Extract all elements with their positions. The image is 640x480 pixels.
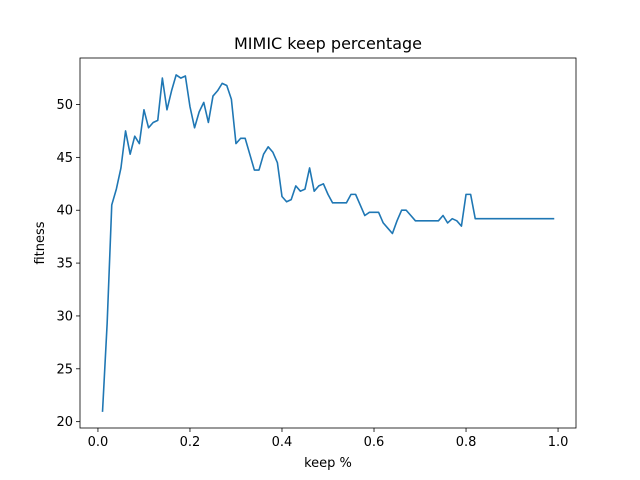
y-tick-label: 40 [56, 204, 73, 219]
x-axis-label: keep % [304, 456, 352, 471]
y-tick-label: 35 [56, 257, 73, 272]
plot-frame [79, 57, 577, 429]
y-tick-label: 30 [56, 309, 73, 324]
y-tick-label: 45 [56, 151, 73, 166]
x-tick-label: 0.2 [180, 435, 201, 450]
x-tick-label: 0.8 [456, 435, 477, 450]
y-tick-label: 25 [56, 362, 73, 377]
series-line [101, 74, 555, 412]
y-axis-ticks: 20 25 30 35 40 45 50 [56, 98, 80, 430]
x-tick-label: 0.6 [364, 435, 385, 450]
y-tick-label: 20 [56, 415, 73, 430]
x-axis-ticks: 0.0 0.2 0.4 0.6 0.8 1.0 [88, 428, 569, 450]
y-axis-label: fitness [33, 221, 48, 264]
chart-title: MIMIC keep percentage [234, 34, 422, 53]
y-tick-label: 50 [56, 98, 73, 113]
x-tick-label: 0.0 [88, 435, 109, 450]
x-tick-label: 1.0 [548, 435, 569, 450]
x-tick-label: 0.4 [272, 435, 293, 450]
